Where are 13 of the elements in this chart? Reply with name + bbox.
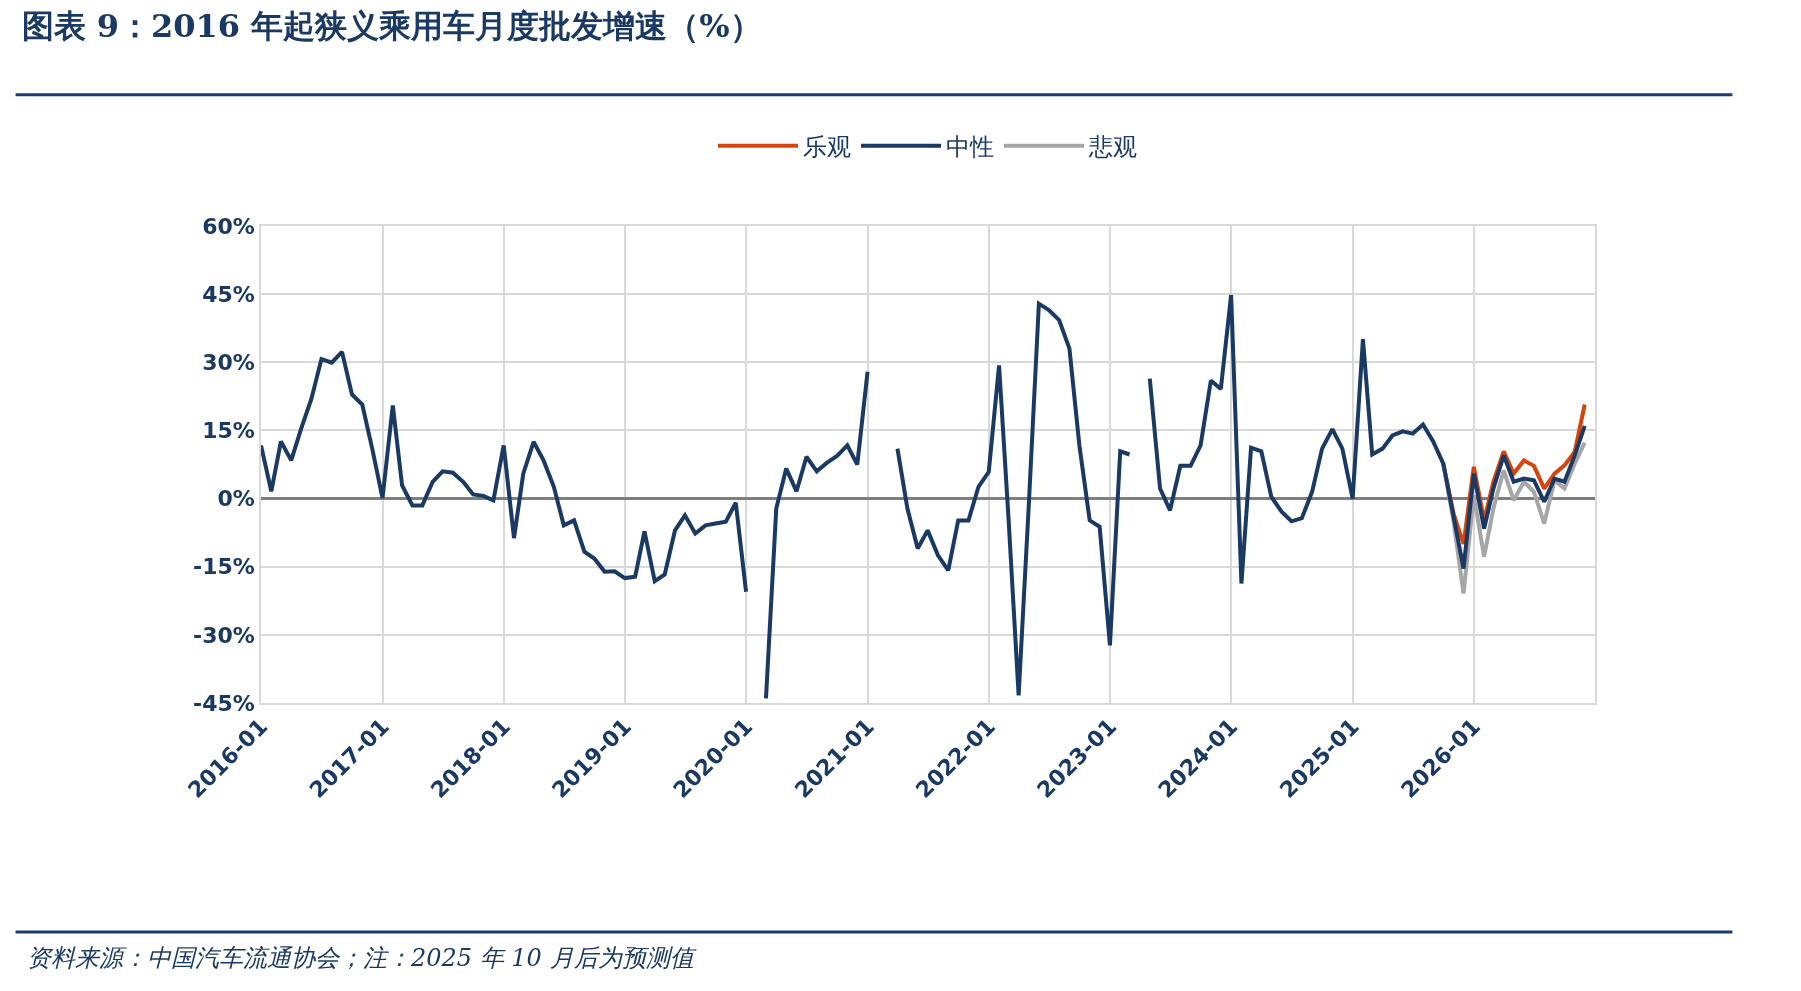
y-tick-label: 45%: [202, 281, 255, 307]
legend-label: 中性: [946, 133, 994, 162]
y-tick-label: 0%: [217, 486, 255, 512]
chart-title: 图表 9：2016 年起狭义乘用车月度批发增速（%）: [21, 7, 762, 46]
text: 资料来源：中国汽车流通协会；注：2025 年 10 月后为预测值: [27, 944, 697, 972]
y-tick-label: -30%: [193, 622, 255, 648]
y-tick-label: -45%: [193, 690, 255, 716]
y-tick-label: 15%: [202, 418, 255, 444]
legend-label: 乐观: [803, 133, 851, 162]
y-tick-label: -15%: [193, 554, 255, 580]
y-tick-label: 30%: [202, 349, 255, 375]
y-tick-label: 60%: [202, 213, 255, 239]
legend-label: 悲观: [1088, 133, 1137, 162]
